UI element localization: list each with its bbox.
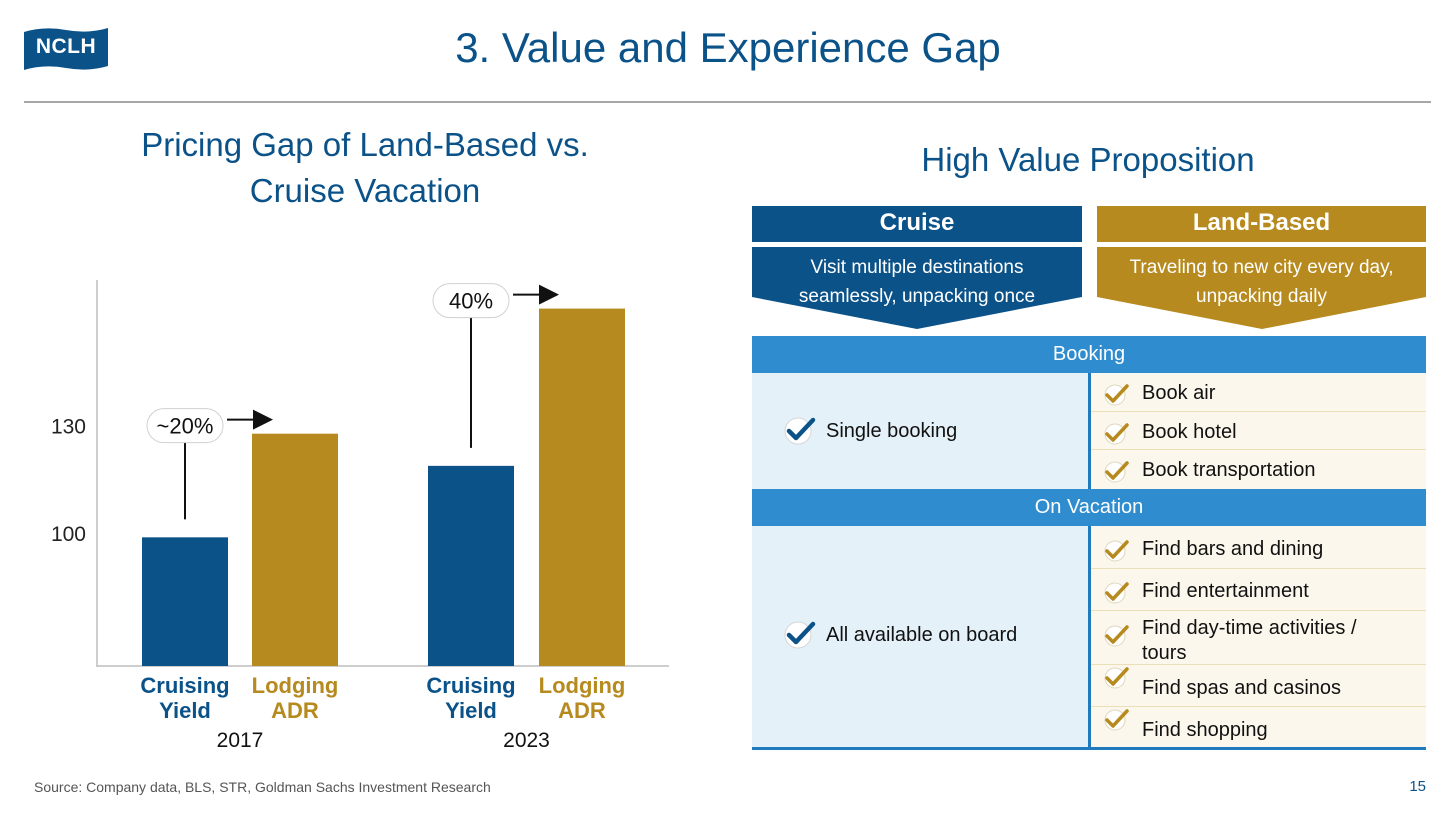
land-based-header: Land-Based (1097, 206, 1426, 242)
vacation-item-text: Find shopping (1142, 719, 1268, 741)
title-divider (24, 101, 1431, 103)
check-circle-icon (784, 621, 816, 649)
booking-cruise-item: Single booking (782, 414, 957, 448)
vacation-cruise-text: All available on board (826, 623, 1018, 646)
row-separator (1091, 568, 1426, 569)
page-title: 3. Value and Experience Gap (455, 24, 1001, 71)
x-category-label: ADR (558, 698, 606, 723)
vacation-cruise-item: All available on board (782, 618, 1017, 652)
booking-divider (1088, 373, 1091, 489)
vacation-land-cell (1091, 526, 1426, 747)
row-separator (1091, 449, 1426, 450)
table-bottom-border (752, 747, 1426, 750)
gap-callout-label: ~20% (157, 414, 214, 439)
check-icon (1104, 667, 1129, 689)
logo-text: NCLH (35, 35, 97, 58)
land-description: Traveling to new city every day, unpacki… (1129, 257, 1394, 307)
booking-section-header: Booking (752, 336, 1426, 373)
x-group-label: 2023 (503, 729, 550, 752)
cruise-description: Visit multiple destinations seamlessly, … (798, 257, 1036, 307)
row-separator (1091, 610, 1426, 611)
x-group-label: 2017 (217, 729, 264, 752)
vacation-item-text: Find entertainment (1142, 580, 1309, 602)
x-category-label: Cruising (140, 673, 229, 698)
y-tick-label: 100 (51, 523, 86, 546)
lodging-adr-bar (539, 308, 625, 666)
pricing-gap-chart: 100130CruisingYieldLodgingADR2017~20%Cru… (51, 280, 669, 752)
value-prop-title: High Value Proposition (921, 141, 1255, 178)
x-category-label: Yield (445, 698, 497, 723)
vacation-item: Find day-time activities / tours (1102, 616, 1422, 666)
page-number: 15 (1409, 778, 1426, 795)
x-category-label: Yield (159, 698, 211, 723)
row-separator (1091, 706, 1426, 707)
vacation-divider (1088, 526, 1091, 747)
x-category-label: Cruising (426, 673, 515, 698)
booking-cruise-text: Single booking (826, 419, 958, 442)
booking-item: Book hotel (1102, 420, 1422, 446)
booking-item: Book air (1102, 381, 1422, 407)
source-note: Source: Company data, BLS, STR, Goldman … (34, 779, 491, 795)
check-icon (1104, 423, 1129, 445)
cruise-description-chevron: Visit multiple destinations seamlessly, … (752, 247, 1082, 329)
vacation-item: Find entertainment (1102, 579, 1422, 605)
check-icon (1104, 625, 1129, 647)
check-icon (1104, 709, 1129, 731)
cruising-yield-bar (142, 537, 228, 666)
land-description-chevron: Traveling to new city every day, unpacki… (1097, 247, 1426, 329)
x-category-label: Lodging (252, 673, 339, 698)
booking-item-text: Book hotel (1142, 421, 1237, 443)
vacation-item: Find bars and dining (1102, 537, 1422, 563)
nclh-logo: NCLH (22, 26, 110, 72)
check-icon (1104, 582, 1129, 604)
row-separator (1091, 411, 1426, 412)
booking-item-text: Book transportation (1142, 459, 1316, 481)
cruise-header: Cruise (752, 206, 1082, 242)
chart-title: Pricing Gap of Land-Based vs. Cruise Vac… (141, 126, 589, 209)
check-icon (1104, 540, 1129, 562)
y-tick-label: 130 (51, 416, 86, 439)
check-icon (1104, 384, 1129, 406)
check-icon (1104, 461, 1129, 483)
vacation-item-text: Find day-time activities / tours (1142, 617, 1357, 664)
booking-land-cell (1091, 373, 1426, 489)
vacation-item-text: Find spas and casinos (1142, 677, 1342, 699)
vacation-item-text: Find bars and dining (1142, 538, 1324, 560)
row-separator (1091, 664, 1426, 665)
x-category-label: ADR (271, 698, 319, 723)
check-circle-icon (784, 417, 816, 445)
gap-callout-label: 40% (449, 289, 493, 314)
gap-callout-bubble (432, 283, 510, 319)
booking-item: Book transportation (1102, 458, 1422, 484)
x-category-label: Lodging (539, 673, 626, 698)
gap-callout-bubble (146, 408, 224, 444)
cruising-yield-bar (428, 465, 514, 666)
lodging-adr-bar (252, 433, 338, 666)
vacation-item: Find shopping (1102, 709, 1422, 744)
booking-item-text: Book air (1142, 382, 1216, 404)
vacation-section-header: On Vacation (752, 489, 1426, 526)
vacation-item: Find spas and casinos (1102, 667, 1422, 702)
